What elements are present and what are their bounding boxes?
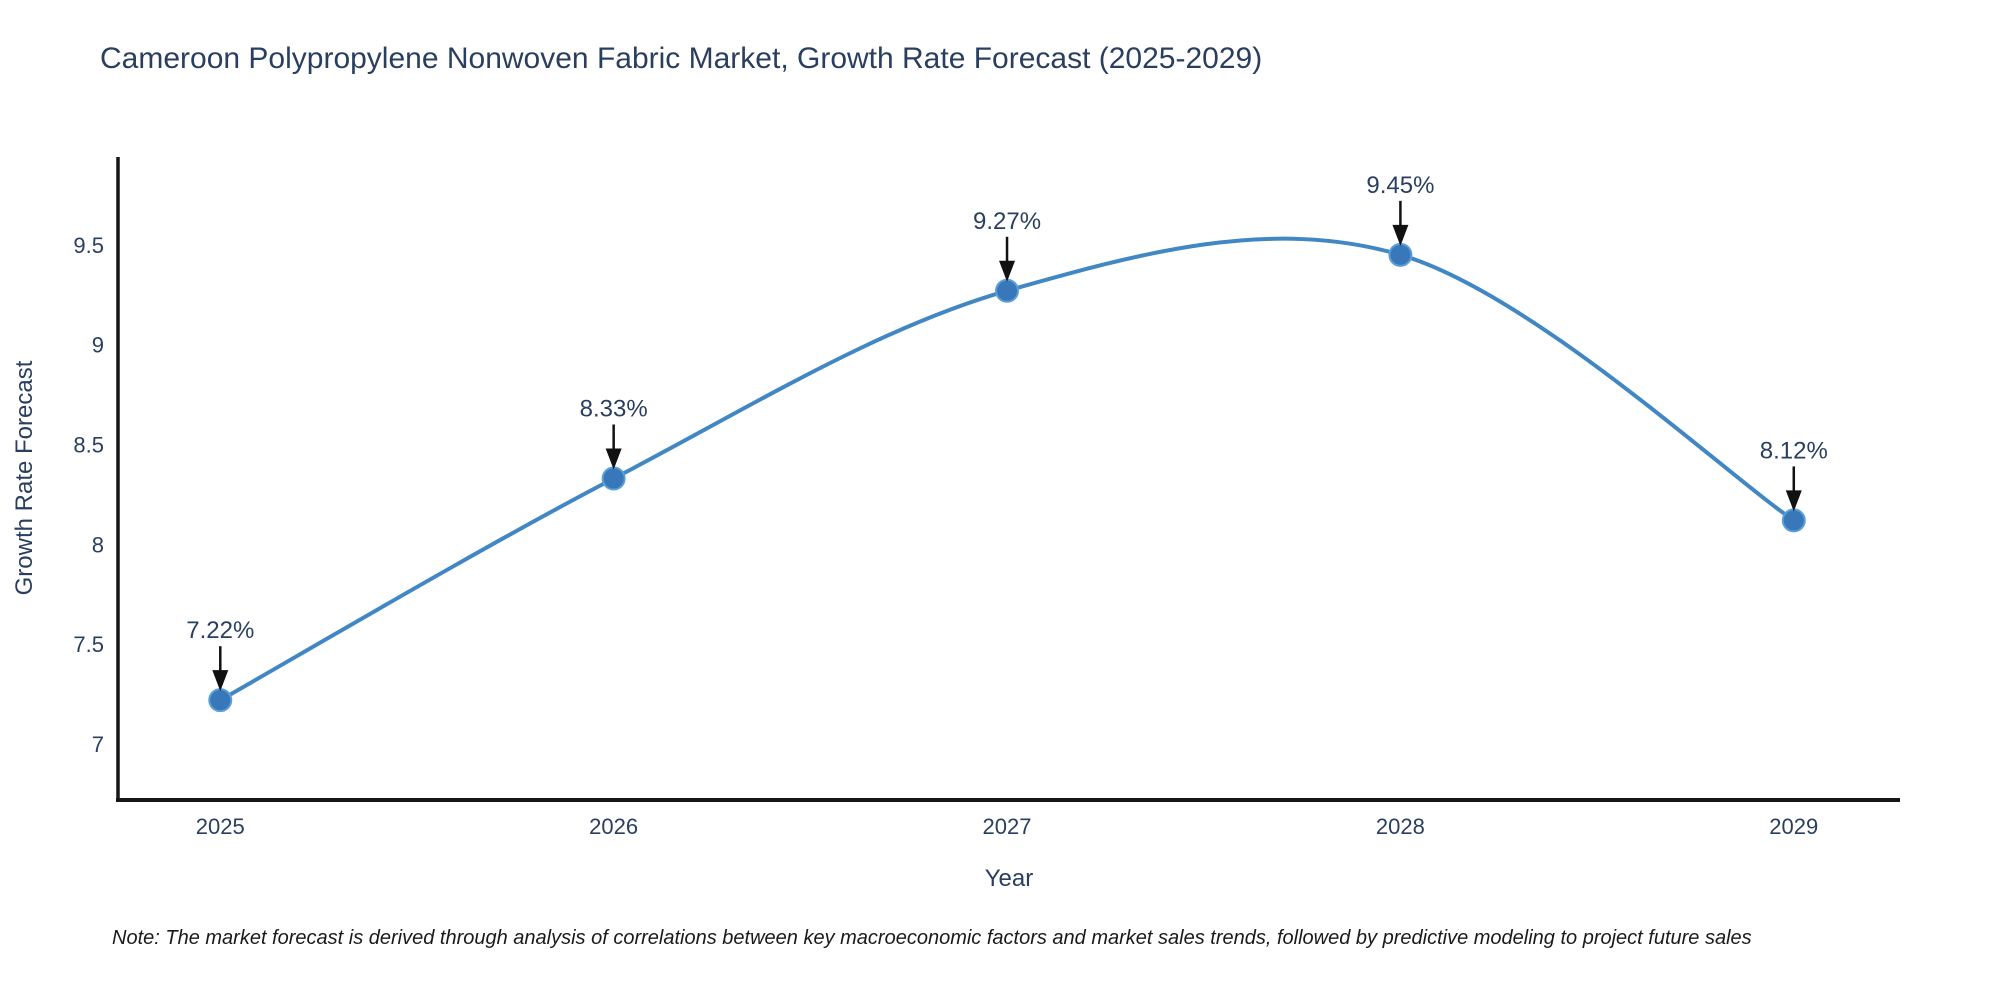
annotation-arrow-head (999, 260, 1016, 282)
point-value-label: 8.12% (1760, 437, 1828, 464)
x-tick-label: 2028 (1376, 814, 1425, 839)
point-value-label: 9.27% (973, 208, 1041, 235)
annotation-arrow-head (1392, 224, 1409, 246)
y-tick-label: 7.5 (73, 632, 104, 657)
point-annotation: 9.45% (1366, 172, 1434, 246)
data-point-marker[interactable] (1388, 242, 1413, 267)
data-point-marker[interactable] (1781, 508, 1806, 533)
point-annotation: 8.12% (1760, 437, 1828, 512)
footnote: Note: The market forecast is derived thr… (112, 927, 1752, 949)
y-tick-label: 8.5 (73, 433, 104, 458)
point-annotation: 7.22% (186, 617, 254, 692)
data-point-marker[interactable] (601, 466, 626, 491)
y-tick-label: 9.5 (73, 233, 104, 258)
x-axis-ticks: 2025 2026 2027 2028 2029 (196, 814, 1818, 839)
axes (116, 157, 1900, 802)
y-axis-ticks: 7 7.5 8 8.5 9 9.5 (73, 233, 104, 757)
trend-line (218, 236, 1796, 703)
annotation-arrow-head (1785, 490, 1802, 512)
point-annotations: 7.22% 8.33% 9.27% 9.45% 8.12% (186, 172, 1828, 692)
x-tick-label: 2026 (589, 814, 638, 839)
point-value-label: 8.33% (580, 396, 648, 423)
data-point-marker[interactable] (208, 688, 233, 713)
y-axis-title: Growth Rate Forecast (11, 360, 38, 595)
x-tick-label: 2027 (983, 814, 1032, 839)
y-tick-label: 7 (92, 732, 104, 757)
annotation-arrow-head (605, 448, 622, 470)
y-tick-label: 9 (92, 333, 104, 358)
chart-title: Cameroon Polypropylene Nonwoven Fabric M… (100, 42, 1262, 75)
y-tick-label: 8 (92, 532, 104, 557)
x-axis-title: Year (985, 865, 1034, 892)
data-markers (208, 242, 1806, 713)
point-annotation: 9.27% (973, 208, 1041, 282)
data-point-marker[interactable] (995, 278, 1020, 303)
point-annotation: 8.33% (580, 396, 648, 470)
x-tick-label: 2029 (1769, 814, 1818, 839)
point-value-label: 7.22% (186, 617, 254, 644)
point-value-label: 9.45% (1366, 172, 1434, 199)
x-tick-label: 2025 (196, 814, 245, 839)
annotation-arrow-head (212, 670, 229, 692)
growth-rate-line (218, 236, 1796, 703)
